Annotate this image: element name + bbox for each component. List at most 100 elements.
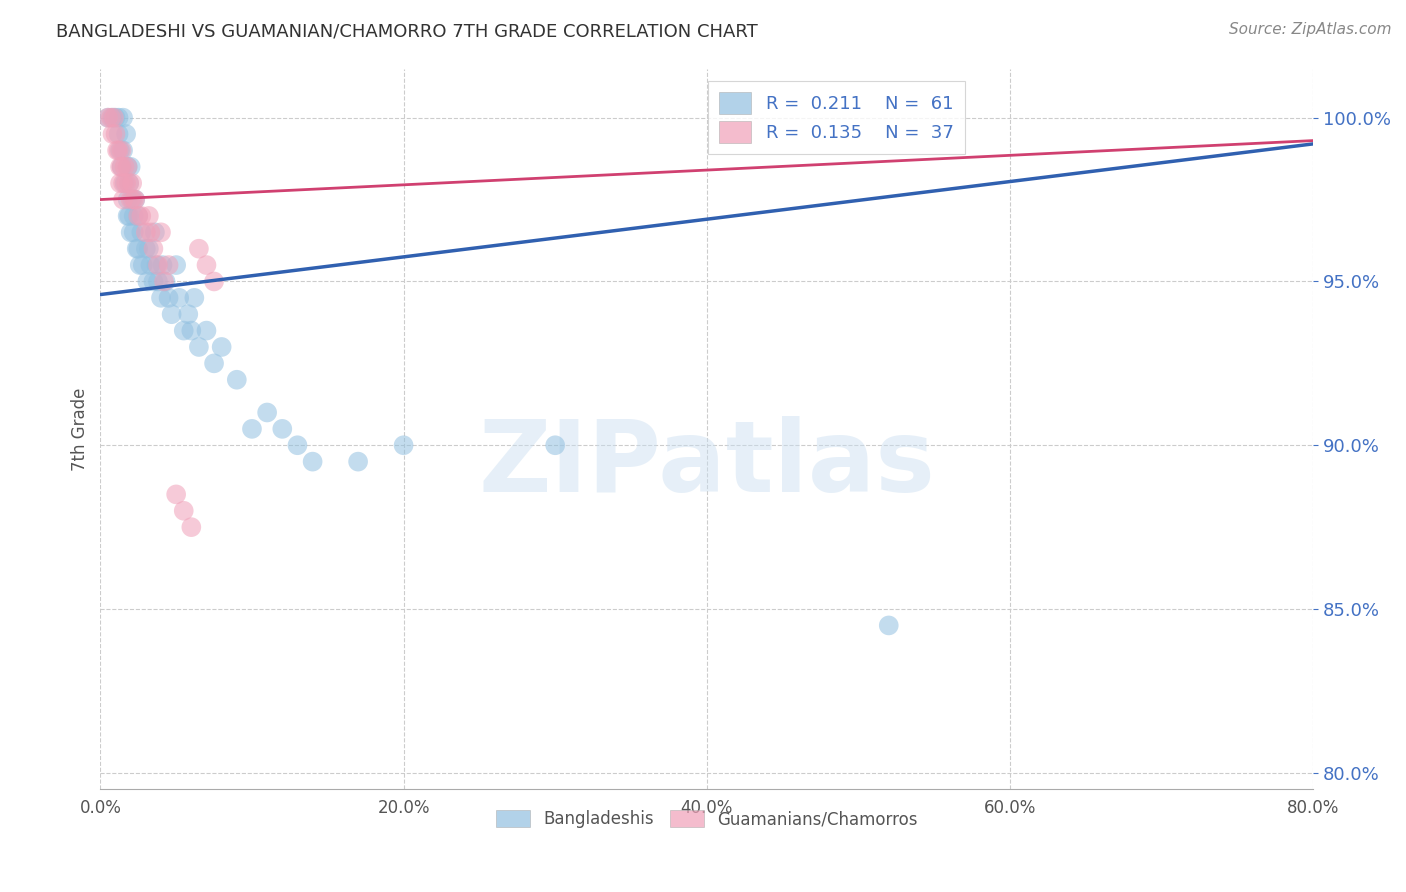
Point xyxy=(146,258,169,272)
Point xyxy=(142,242,165,256)
Point xyxy=(104,111,127,125)
Point xyxy=(128,258,150,272)
Point xyxy=(129,209,152,223)
Point xyxy=(125,242,148,256)
Point xyxy=(120,225,142,239)
Point xyxy=(165,487,187,501)
Point xyxy=(153,275,176,289)
Point xyxy=(122,193,145,207)
Point xyxy=(101,111,124,125)
Point xyxy=(110,160,132,174)
Point xyxy=(124,193,146,207)
Point xyxy=(108,160,131,174)
Point xyxy=(121,176,143,190)
Point xyxy=(167,291,190,305)
Point xyxy=(143,225,166,239)
Point xyxy=(120,160,142,174)
Point xyxy=(187,242,209,256)
Point xyxy=(139,258,162,272)
Point xyxy=(115,127,138,141)
Point xyxy=(173,324,195,338)
Point xyxy=(127,242,149,256)
Point xyxy=(117,160,139,174)
Point xyxy=(142,275,165,289)
Point xyxy=(118,176,141,190)
Point xyxy=(112,144,135,158)
Text: Source: ZipAtlas.com: Source: ZipAtlas.com xyxy=(1229,22,1392,37)
Point xyxy=(138,209,160,223)
Point xyxy=(121,193,143,207)
Point xyxy=(112,111,135,125)
Y-axis label: 7th Grade: 7th Grade xyxy=(72,387,89,471)
Point xyxy=(301,455,323,469)
Point xyxy=(347,455,370,469)
Point xyxy=(112,176,135,190)
Point xyxy=(129,225,152,239)
Point xyxy=(127,209,149,223)
Point xyxy=(135,225,157,239)
Point xyxy=(100,111,122,125)
Point xyxy=(115,176,138,190)
Point xyxy=(107,144,129,158)
Point xyxy=(132,258,155,272)
Point xyxy=(256,405,278,419)
Point xyxy=(117,193,139,207)
Point xyxy=(107,111,129,125)
Legend: Bangladeshis, Guamanians/Chamorros: Bangladeshis, Guamanians/Chamorros xyxy=(489,804,924,835)
Point xyxy=(157,291,180,305)
Point xyxy=(187,340,209,354)
Point xyxy=(135,242,157,256)
Point xyxy=(544,438,567,452)
Point xyxy=(225,373,247,387)
Point xyxy=(180,324,202,338)
Point xyxy=(202,275,225,289)
Point xyxy=(165,258,187,272)
Point xyxy=(105,144,128,158)
Point xyxy=(173,504,195,518)
Point xyxy=(150,225,173,239)
Point xyxy=(138,242,160,256)
Point xyxy=(122,209,145,223)
Point xyxy=(114,160,136,174)
Point xyxy=(118,176,141,190)
Point xyxy=(271,422,294,436)
Point xyxy=(110,144,132,158)
Point xyxy=(108,176,131,190)
Point xyxy=(146,275,169,289)
Point xyxy=(155,275,177,289)
Point xyxy=(157,258,180,272)
Text: ZIPatlas: ZIPatlas xyxy=(478,417,935,514)
Point xyxy=(240,422,263,436)
Point xyxy=(392,438,415,452)
Point xyxy=(101,127,124,141)
Point xyxy=(97,111,120,125)
Point xyxy=(117,160,139,174)
Point xyxy=(195,324,218,338)
Point xyxy=(195,258,218,272)
Point xyxy=(160,307,183,321)
Point xyxy=(177,307,200,321)
Point xyxy=(202,356,225,370)
Point xyxy=(120,193,142,207)
Point xyxy=(124,193,146,207)
Point xyxy=(150,291,173,305)
Point xyxy=(117,209,139,223)
Point xyxy=(108,144,131,158)
Point xyxy=(122,225,145,239)
Point xyxy=(136,275,159,289)
Point xyxy=(110,160,132,174)
Point xyxy=(211,340,233,354)
Point xyxy=(145,258,167,272)
Point xyxy=(107,127,129,141)
Point xyxy=(103,111,125,125)
Point xyxy=(877,618,900,632)
Point xyxy=(112,193,135,207)
Point xyxy=(127,209,149,223)
Point xyxy=(114,176,136,190)
Point xyxy=(104,127,127,141)
Point xyxy=(183,291,205,305)
Point xyxy=(139,225,162,239)
Point xyxy=(152,258,174,272)
Point xyxy=(180,520,202,534)
Text: BANGLADESHI VS GUAMANIAN/CHAMORRO 7TH GRADE CORRELATION CHART: BANGLADESHI VS GUAMANIAN/CHAMORRO 7TH GR… xyxy=(56,22,758,40)
